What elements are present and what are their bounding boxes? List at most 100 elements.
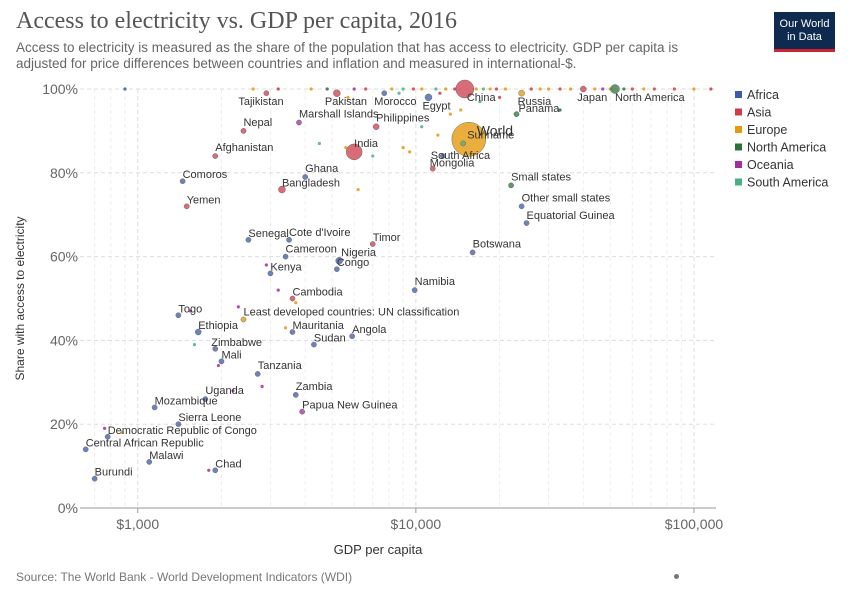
data-point-other-small-states xyxy=(518,203,525,210)
data-point-marshall-islands xyxy=(296,119,302,126)
point-label: Mozambique xyxy=(155,395,218,407)
x-axis-label: GDP per capita xyxy=(334,542,423,557)
y-tick-label: 80% xyxy=(50,165,78,181)
data-point-tanzania xyxy=(254,371,261,377)
point-label: Egypt xyxy=(422,100,450,112)
point-label: Nepal xyxy=(243,117,272,129)
owid-logo[interactable]: Our World in Data xyxy=(774,12,835,52)
legend-label[interactable]: Asia xyxy=(747,106,771,120)
legend-swatch-europe[interactable] xyxy=(735,126,742,133)
y-tick-label: 20% xyxy=(50,416,78,432)
data-point xyxy=(709,87,713,91)
data-point xyxy=(231,389,235,393)
legend-swatch-south-america[interactable] xyxy=(735,178,742,186)
data-point-equatorial-guinea xyxy=(523,220,530,226)
data-point xyxy=(411,87,416,91)
data-point-namibia xyxy=(411,287,418,293)
point-label: Equatorial Guinea xyxy=(527,210,616,222)
axes: 0% 20% 40% 60% 80% 100% $1,000 $10,000 $100,000 G… xyxy=(13,81,723,557)
data-point xyxy=(672,87,676,91)
data-point xyxy=(189,309,193,313)
point-label: Panama xyxy=(518,103,560,115)
legend-swatch-oceania[interactable] xyxy=(735,161,742,168)
data-point xyxy=(444,87,448,91)
data-point xyxy=(371,154,375,158)
point-label: Ghana xyxy=(305,163,339,175)
data-point-central-african-republic xyxy=(82,446,89,453)
point-label: Small states xyxy=(511,171,571,183)
x-tick-label: $10,000 xyxy=(391,516,442,532)
y-tick-label: 100% xyxy=(42,81,78,97)
point-label: Mongolia xyxy=(430,158,476,170)
data-point xyxy=(494,87,499,91)
point-label: Ethiopia xyxy=(198,320,239,332)
point-label: North America xyxy=(615,92,686,104)
data-point xyxy=(474,87,478,91)
data-point xyxy=(120,430,124,435)
data-point-least-developed-countries-un-classification xyxy=(240,316,247,323)
data-point xyxy=(276,87,280,91)
data-point-suriname xyxy=(460,140,467,147)
data-point xyxy=(481,87,486,91)
point-label: Comoros xyxy=(183,169,228,181)
logo-line-1: Our World xyxy=(779,17,830,30)
point-label: Tanzania xyxy=(258,360,303,372)
data-point xyxy=(401,146,405,150)
chart-subtitle: Access to electricity is measured as the… xyxy=(16,40,679,71)
legend-label[interactable]: South America xyxy=(747,176,828,190)
x-tick-label: $100,000 xyxy=(665,516,724,532)
data-point-tajikistan xyxy=(263,90,270,96)
point-label: Zimbabwe xyxy=(211,337,262,349)
point-label: Senegal xyxy=(248,228,288,240)
data-point-nepal xyxy=(240,128,247,134)
data-point xyxy=(397,91,401,95)
data-point xyxy=(438,91,442,95)
point-label: Yemen xyxy=(187,194,221,206)
data-point-south-africa xyxy=(440,153,446,159)
timeline-dot[interactable] xyxy=(674,574,679,579)
data-point-pakistan xyxy=(333,89,341,97)
point-label: Democratic Republic of Congo xyxy=(108,425,257,437)
data-point xyxy=(401,87,405,91)
data-point xyxy=(538,87,542,91)
data-point xyxy=(503,87,508,91)
point-label: Chad xyxy=(215,458,241,470)
data-point xyxy=(408,150,412,154)
data-point-chad xyxy=(212,467,219,474)
source-note: Source: The World Bank - World Developme… xyxy=(16,570,353,584)
point-label: Other small states xyxy=(522,192,611,204)
data-point xyxy=(123,87,127,91)
point-label: South Africa xyxy=(431,150,491,162)
legend-swatch-africa[interactable] xyxy=(735,91,742,98)
data-point-mali xyxy=(218,358,225,365)
data-point-nigeria xyxy=(335,257,343,265)
data-point-japan xyxy=(580,85,587,93)
point-label: India xyxy=(354,138,379,150)
data-point-zimbabwe xyxy=(212,345,219,352)
legend-swatch-asia[interactable] xyxy=(735,108,742,116)
x-tick-label: $1,000 xyxy=(116,516,159,532)
point-label: Togo xyxy=(178,303,202,315)
data-point xyxy=(546,87,551,91)
data-point-north-america xyxy=(610,84,620,94)
point-label: Mali xyxy=(221,349,241,361)
data-point-zambia xyxy=(292,392,299,398)
data-point xyxy=(344,146,348,150)
data-point xyxy=(317,141,322,146)
legend-label[interactable]: Europe xyxy=(747,123,787,137)
data-point xyxy=(356,187,360,192)
point-label: Congo xyxy=(337,257,369,269)
legend-label[interactable]: Oceania xyxy=(747,158,794,172)
legend-label[interactable]: Africa xyxy=(747,88,779,102)
data-point xyxy=(593,87,597,91)
data-point-cameroon xyxy=(282,253,289,260)
legend-label[interactable]: North America xyxy=(747,141,826,155)
point-label: Cote d'Ivoire xyxy=(289,227,350,239)
data-point-morocco xyxy=(381,90,388,96)
data-point xyxy=(622,87,626,91)
chart-title: Access to electricity vs. GDP per capita… xyxy=(16,8,457,34)
data-point xyxy=(251,87,255,91)
data-point xyxy=(325,87,329,91)
legend-swatch-north-america[interactable] xyxy=(735,143,742,151)
data-point-world xyxy=(451,122,486,157)
